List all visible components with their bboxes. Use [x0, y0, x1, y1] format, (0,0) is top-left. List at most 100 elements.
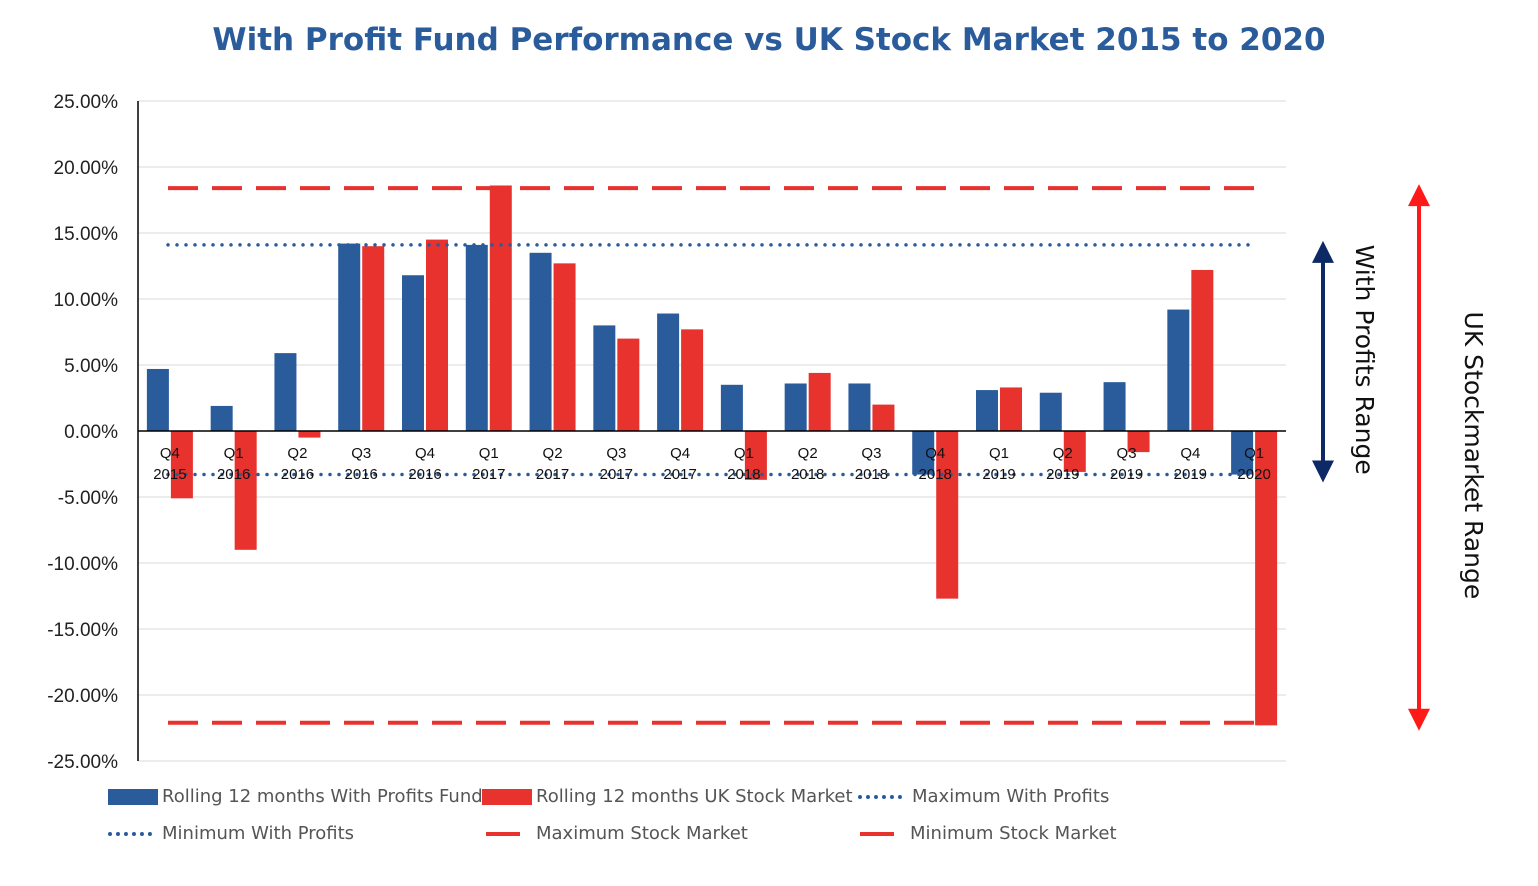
legend-swatch-min-wp	[108, 831, 152, 836]
bar-with-profits	[976, 390, 998, 431]
x-tick-label: Q1	[989, 445, 1009, 462]
y-tick-label: 0.00%	[64, 422, 118, 443]
bar-uk-market	[234, 431, 257, 550]
x-tick-label: Q2	[1053, 445, 1073, 462]
bar-uk-market	[362, 246, 385, 431]
bar-uk-market	[617, 338, 640, 431]
bar-uk-market	[170, 431, 193, 499]
x-tick-label: Q3	[351, 445, 371, 462]
x-tick-label: Q4	[1180, 445, 1200, 462]
legend-label-max-wp: Maximum With Profits	[912, 786, 1110, 807]
x-tick-label: Q2	[287, 445, 307, 462]
bar-with-profits	[1231, 431, 1254, 475]
bar-with-profits	[1039, 392, 1062, 431]
bar-uk-market	[872, 404, 895, 431]
y-tick-label: 5.00%	[64, 356, 118, 377]
chart-title: With Profit Fund Performance vs UK Stock…	[212, 22, 1326, 58]
x-tick-label: 2019	[1110, 466, 1143, 483]
bar-uk-market	[744, 431, 767, 480]
x-tick-label: 2016	[281, 466, 314, 483]
bar-uk-market	[1063, 431, 1086, 472]
legend-label-min-sm: Minimum Stock Market	[910, 823, 1117, 844]
bar-with-profits	[912, 431, 935, 475]
chart-legend: Rolling 12 months With Profits Fund Roll…	[108, 786, 1208, 856]
legend-label-uk-market: Rolling 12 months UK Stock Market	[536, 786, 853, 807]
x-tick-label: 2017	[472, 466, 505, 483]
x-tick-label: 2016	[217, 466, 250, 483]
arrow-down-icon	[1408, 708, 1430, 731]
x-tick-label: 2016	[345, 466, 378, 483]
y-tick-label: -10.00%	[47, 554, 118, 575]
x-tick-label: Q2	[798, 445, 818, 462]
x-tick-label: 2017	[663, 466, 696, 483]
y-tick-label: 15.00%	[54, 224, 119, 245]
x-tick-label: Q3	[1117, 445, 1137, 462]
legend-swatch-wp-fund	[108, 788, 158, 805]
x-tick-label: 2018	[855, 466, 888, 483]
x-tick-label: Q4	[160, 445, 180, 462]
bar-uk-market	[681, 329, 704, 431]
range-label: With Profits Range	[1350, 245, 1379, 475]
legend-item-max-sm: Maximum Stock Market	[486, 823, 748, 844]
y-tick-label: 20.00%	[54, 158, 119, 179]
y-tick-label: 25.00%	[54, 92, 119, 113]
x-tick-label: Q1	[734, 445, 754, 462]
bar-uk-market	[1191, 269, 1214, 431]
bar-with-profits	[274, 353, 297, 431]
y-tick-label: -15.00%	[47, 620, 118, 641]
bar-with-profits	[210, 405, 233, 431]
bar-uk-market	[808, 372, 831, 431]
bar-uk-market	[489, 185, 512, 431]
legend-item-min-wp: Minimum With Profits	[108, 823, 354, 844]
bar-uk-market	[298, 431, 321, 438]
x-tick-label: Q1	[224, 445, 244, 462]
legend-label-max-sm: Maximum Stock Market	[536, 823, 748, 844]
legend-swatch-max-wp	[858, 794, 902, 799]
x-tick-label: Q4	[670, 445, 690, 462]
y-tick-label: -5.00%	[58, 488, 118, 509]
x-tick-label: 2017	[600, 466, 633, 483]
legend-swatch-min-sm	[860, 831, 894, 836]
bar-with-profits	[402, 275, 424, 431]
arrow-up-icon	[1408, 184, 1430, 207]
x-tick-label: 2019	[1174, 466, 1207, 483]
bar-uk-market	[1127, 431, 1150, 453]
legend-label-wp-fund: Rolling 12 months With Profits Fund	[162, 786, 483, 807]
bar-with-profits	[720, 384, 743, 431]
bar-with-profits	[848, 383, 871, 431]
bar-with-profits	[1103, 382, 1126, 431]
bar-with-profits	[529, 252, 552, 431]
x-tick-label: 2019	[1046, 466, 1079, 483]
y-tick-label: 10.00%	[54, 290, 119, 311]
x-tick-label: 2020	[1237, 466, 1270, 483]
x-tick-label: 2018	[919, 466, 952, 483]
x-tick-label: 2016	[408, 466, 441, 483]
legend-item-wp-fund: Rolling 12 months With Profits Fund	[108, 786, 483, 807]
legend-swatch-uk-market	[482, 788, 532, 805]
x-tick-label: Q4	[925, 445, 945, 462]
x-tick-label: Q2	[543, 445, 563, 462]
legend-swatch-max-sm	[486, 831, 520, 836]
bar-with-profits	[1167, 309, 1190, 431]
x-tick-label: Q4	[415, 445, 435, 462]
x-tick-label: 2019	[982, 466, 1015, 483]
bar-with-profits	[338, 243, 361, 431]
y-tick-label: -25.00%	[47, 752, 118, 773]
legend-item-min-sm: Minimum Stock Market	[860, 823, 1117, 844]
bar-uk-market	[426, 239, 448, 431]
arrow-down-icon	[1312, 460, 1334, 483]
legend-item-max-wp: Maximum With Profits	[858, 786, 1109, 807]
x-tick-label: 2018	[791, 466, 824, 483]
legend-item-uk-market: Rolling 12 months UK Stock Market	[482, 786, 853, 807]
bar-uk-market	[553, 263, 576, 431]
x-tick-label: 2017	[536, 466, 569, 483]
x-tick-label: 2015	[153, 466, 186, 483]
x-tick-label: Q1	[479, 445, 499, 462]
x-tick-label: Q3	[606, 445, 626, 462]
bar-uk-market	[1255, 431, 1278, 726]
bar-with-profits	[465, 244, 488, 431]
y-tick-label: -20.00%	[47, 686, 118, 707]
arrow-up-icon	[1312, 240, 1334, 263]
bar-with-profits	[593, 325, 616, 431]
